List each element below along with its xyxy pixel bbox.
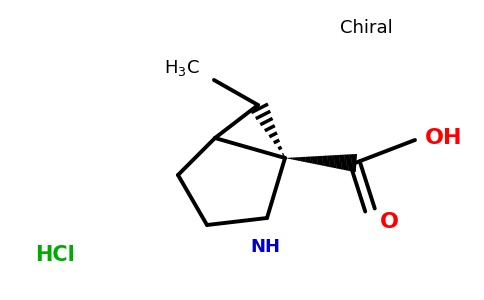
Text: H$_3$C: H$_3$C	[164, 58, 200, 78]
Text: OH: OH	[425, 128, 463, 148]
Text: Chiral: Chiral	[340, 19, 393, 37]
Text: NH: NH	[250, 238, 280, 256]
Text: HCl: HCl	[35, 245, 75, 265]
Text: O: O	[380, 212, 399, 232]
